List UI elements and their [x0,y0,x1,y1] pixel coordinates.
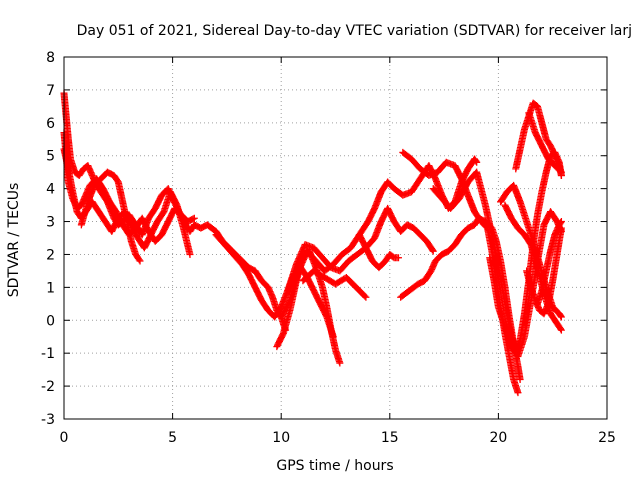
data-point [336,359,344,367]
data-point [190,214,198,222]
x-tick-label: 5 [168,430,177,446]
x-tick-labels: 0 5 10 15 20 25 [60,430,616,446]
y-tick-label: 6 [46,116,55,132]
series-track-9 [299,267,370,301]
data-point [189,215,197,223]
x-axis-title: GPS time / hours [276,458,393,474]
x-tick-label: 25 [598,430,616,446]
y-tick-label: 2 [46,247,55,263]
data-point [516,376,524,384]
data-point [514,389,522,397]
data-point [136,257,144,265]
series-track-20 [525,109,565,176]
series-track-7 [277,155,481,321]
y-axis-title: SDTVAR / TECUs [6,183,22,298]
x-tick-label: 20 [489,430,507,446]
series-track-10 [355,231,402,272]
series-track-8 [284,204,437,295]
data-point [557,325,565,333]
data-series-group [60,89,565,397]
data-point [557,313,565,321]
y-tick-label: 7 [46,83,55,99]
data-point [557,312,565,320]
y-tick-labels: -3 -2 -1 0 1 2 3 4 5 6 7 8 [41,50,55,428]
data-point [361,292,369,300]
data-point [556,167,564,175]
x-tick-label: 15 [381,430,399,446]
data-point [557,219,565,227]
chart-title: Day 051 of 2021, Sidereal Day-to-day VTE… [77,23,632,39]
x-tick-label: 0 [60,430,69,446]
data-point [428,246,436,254]
y-tick-label: -3 [41,412,55,428]
y-tick-label: 8 [46,50,55,66]
y-tick-label: -1 [41,346,55,362]
series-track-19 [533,218,565,308]
data-point [557,218,565,226]
y-tick-label: -2 [41,379,55,395]
series-track-18 [523,224,565,318]
data-point [557,326,565,334]
data-point [557,168,565,176]
data-point [473,158,481,166]
x-tick-label: 10 [272,430,290,446]
data-point [362,293,370,301]
data-point [186,250,194,258]
y-tick-label: 4 [46,182,55,198]
y-tick-label: 5 [46,149,55,165]
data-point [135,256,143,264]
y-tick-label: 3 [46,215,55,231]
series-track-4 [77,168,144,265]
y-tick-label: 0 [46,313,55,329]
data-point [429,247,437,255]
plot-frame [63,56,608,420]
data-point [472,157,480,165]
y-tick-label: 1 [46,280,55,296]
series-track-5 [212,231,337,341]
data-point [394,254,402,262]
